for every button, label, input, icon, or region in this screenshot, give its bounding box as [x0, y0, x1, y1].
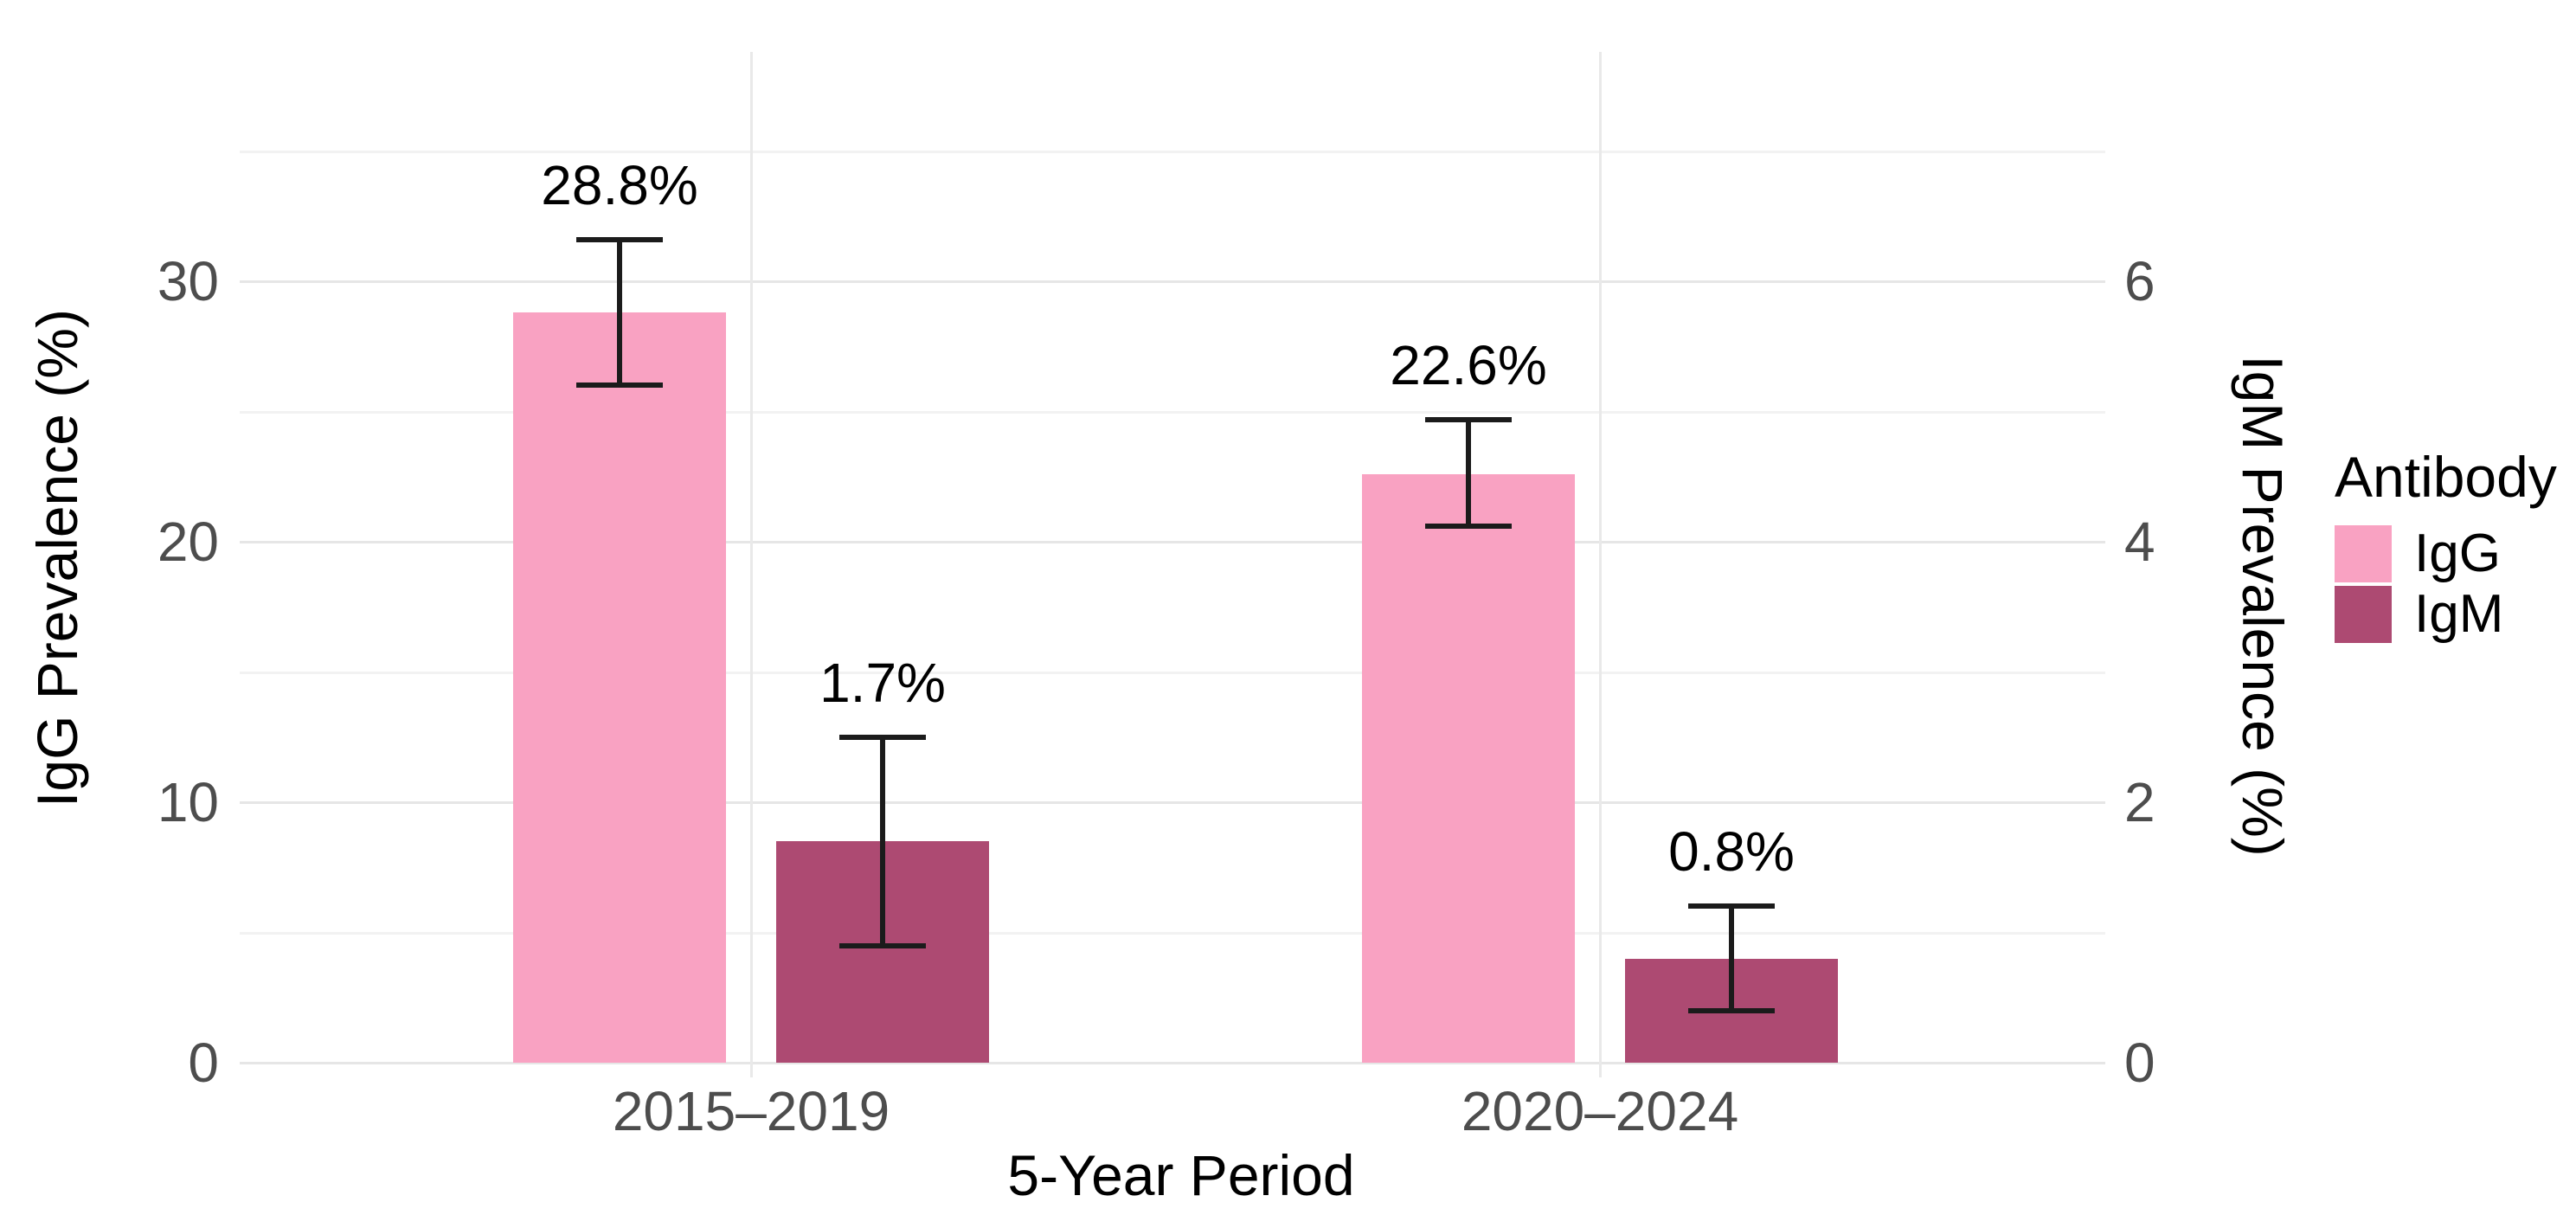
category-gridline — [750, 52, 753, 1077]
major-gridline — [240, 280, 2105, 283]
error-bar-stem — [1466, 420, 1471, 526]
error-bar-stem — [880, 737, 885, 946]
minor-gridline — [240, 411, 2105, 414]
right-axis-tick-label: 2 — [2124, 771, 2155, 833]
left-axis-tick-label: 10 — [157, 771, 219, 833]
legend-swatch-igg — [2335, 525, 2392, 582]
minor-gridline — [240, 151, 2105, 153]
x-axis-tick-label: 2020–2024 — [1461, 1080, 1739, 1142]
error-bar-cap-bottom — [1688, 1008, 1775, 1013]
left-axis-tick-label: 0 — [188, 1032, 219, 1094]
error-bar-stem — [617, 240, 622, 385]
error-bar-cap-top — [1688, 903, 1775, 909]
legend-title: Antibody — [2335, 445, 2557, 509]
error-bar-stem — [1729, 906, 1734, 1011]
x-axis-tick-label: 2015–2019 — [612, 1080, 890, 1142]
legend-item-igm: IgM — [2335, 586, 2557, 643]
right-axis-tick-label: 0 — [2124, 1032, 2155, 1094]
x-axis-title: 5-Year Period — [1007, 1143, 1355, 1207]
category-gridline — [1599, 52, 1602, 1077]
value-label: 1.7% — [819, 652, 946, 714]
left-axis-tick-label: 20 — [157, 511, 219, 573]
error-bar-cap-top — [839, 735, 926, 740]
error-bar-cap-bottom — [576, 382, 663, 388]
major-gridline — [240, 801, 2105, 804]
right-axis-tick-label: 6 — [2124, 250, 2155, 312]
minor-gridline — [240, 932, 2105, 935]
legend-item-igg: IgG — [2335, 525, 2557, 582]
left-axis-tick-label: 30 — [157, 250, 219, 312]
legend: Antibody IgG IgM — [2335, 448, 2557, 646]
error-bar-cap-bottom — [839, 943, 926, 948]
value-label: 22.6% — [1390, 334, 1547, 396]
legend-items: IgG IgM — [2335, 525, 2557, 643]
bar-igg-1 — [513, 312, 726, 1063]
bar-igg-2 — [1362, 474, 1575, 1063]
value-label: 28.8% — [541, 154, 698, 216]
major-gridline — [240, 541, 2105, 543]
right-axis-tick-label: 4 — [2124, 511, 2155, 573]
error-bar-cap-top — [1425, 417, 1512, 422]
legend-swatch-igm — [2335, 586, 2392, 643]
major-gridline — [240, 1062, 2105, 1064]
legend-label: IgM — [2414, 584, 2504, 644]
error-bar-cap-bottom — [1425, 524, 1512, 529]
value-label: 0.8% — [1668, 820, 1795, 883]
legend-label: IgG — [2414, 524, 2501, 583]
error-bar-cap-top — [576, 237, 663, 242]
minor-gridline — [240, 672, 2105, 674]
